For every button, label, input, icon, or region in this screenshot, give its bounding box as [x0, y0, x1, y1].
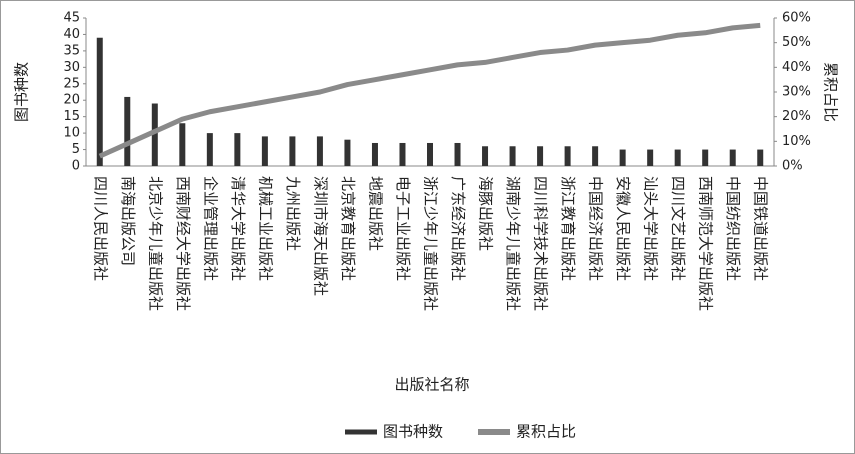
bar: [344, 139, 351, 166]
y-tick-label: 15: [63, 109, 80, 124]
bar: [454, 142, 461, 166]
y-tick-label: 5: [72, 142, 80, 157]
x-axis-title: 出版社名称: [394, 376, 469, 394]
y2-tick-label: 40%: [782, 60, 811, 75]
bar: [702, 149, 709, 166]
y-tick-label: 40: [63, 27, 80, 42]
bar: [757, 149, 764, 166]
bar: [151, 103, 158, 166]
y-tick-label: 25: [63, 76, 80, 91]
x-tick-label: 九州出版社: [284, 176, 302, 251]
x-tick-label: 汕头大学出版社: [642, 176, 660, 281]
bar: [289, 136, 296, 166]
bar: [371, 142, 378, 166]
bar: [124, 96, 131, 166]
x-tick-label: 中国纺织出版社: [724, 176, 742, 281]
y-tick-label: 45: [63, 11, 80, 26]
bar: [674, 149, 681, 166]
x-tick-label: 四川文艺出版社: [669, 176, 687, 281]
x-tick-label: 浙江少年儿童出版社: [422, 176, 440, 311]
x-tick-label: 清华大学出版社: [229, 176, 247, 281]
x-tick-label: 安徽人民出版社: [614, 176, 632, 281]
bar: [619, 149, 626, 166]
x-tick-label: 电子工业出版社: [394, 176, 412, 281]
x-tick-label: 北京教育出版社: [339, 176, 357, 281]
bar: [206, 133, 213, 166]
y-tick-label: 30: [63, 60, 80, 75]
y-axis-title: 图书种数: [13, 62, 31, 122]
x-tick-label: 北京少年儿童出版社: [146, 176, 164, 311]
y-tick-label: 0: [72, 159, 80, 174]
y2-tick-label: 0%: [782, 159, 803, 174]
x-tick-label: 机械工业出版社: [256, 176, 274, 281]
x-tick-label: 深圳市海天出版社: [311, 176, 329, 296]
x-tick-label: 企业管理出版社: [201, 176, 219, 281]
bar: [96, 37, 103, 166]
bar: [537, 146, 544, 166]
x-tick-label: 湖南少年儿童出版社: [504, 176, 522, 311]
x-tick-label: 西南财经大学出版社: [174, 176, 192, 311]
cumulative-line: [98, 22, 761, 159]
x-tick-label: 广东经济出版社: [449, 176, 467, 281]
bar: [427, 142, 433, 166]
x-tick-label: 浙江教育出版社: [559, 176, 577, 281]
legend-label: 图书种数: [383, 423, 443, 441]
bar: [509, 146, 516, 166]
bar: [261, 136, 268, 166]
x-tick-label: 南海出版公司: [119, 176, 137, 266]
bar: [179, 123, 186, 166]
x-tick-label: 海豚出版社: [477, 176, 495, 251]
bar: [316, 136, 323, 166]
y2-axis-title: 累积占比: [822, 62, 840, 122]
y-tick-label: 10: [63, 126, 80, 141]
bar: [564, 146, 571, 166]
y-tick-label: 20: [63, 93, 80, 108]
bar: [399, 142, 406, 166]
x-tick-label: 中国铁道出版社: [752, 176, 770, 281]
y2-tick-label: 30%: [782, 85, 811, 100]
y2-tick-label: 50%: [782, 35, 811, 50]
bar: [729, 149, 736, 166]
x-tick-label: 地震出版社: [366, 176, 384, 251]
x-tick-label: 西南师范大学出版社: [697, 176, 715, 311]
legend-label: 累积占比: [516, 423, 576, 441]
bar: [234, 133, 241, 166]
bar: [482, 146, 489, 166]
y2-tick-label: 60%: [782, 11, 811, 26]
x-tick-label: 四川人民出版社: [91, 176, 109, 281]
y-tick-label: 35: [63, 43, 80, 58]
bar: [647, 149, 654, 166]
bar: [592, 146, 599, 166]
x-tick-label: 中国经济出版社: [587, 176, 605, 281]
y2-tick-label: 20%: [782, 109, 811, 124]
x-tick-label: 四川科学技术出版社: [532, 176, 550, 311]
y2-tick-label: 10%: [782, 134, 811, 149]
